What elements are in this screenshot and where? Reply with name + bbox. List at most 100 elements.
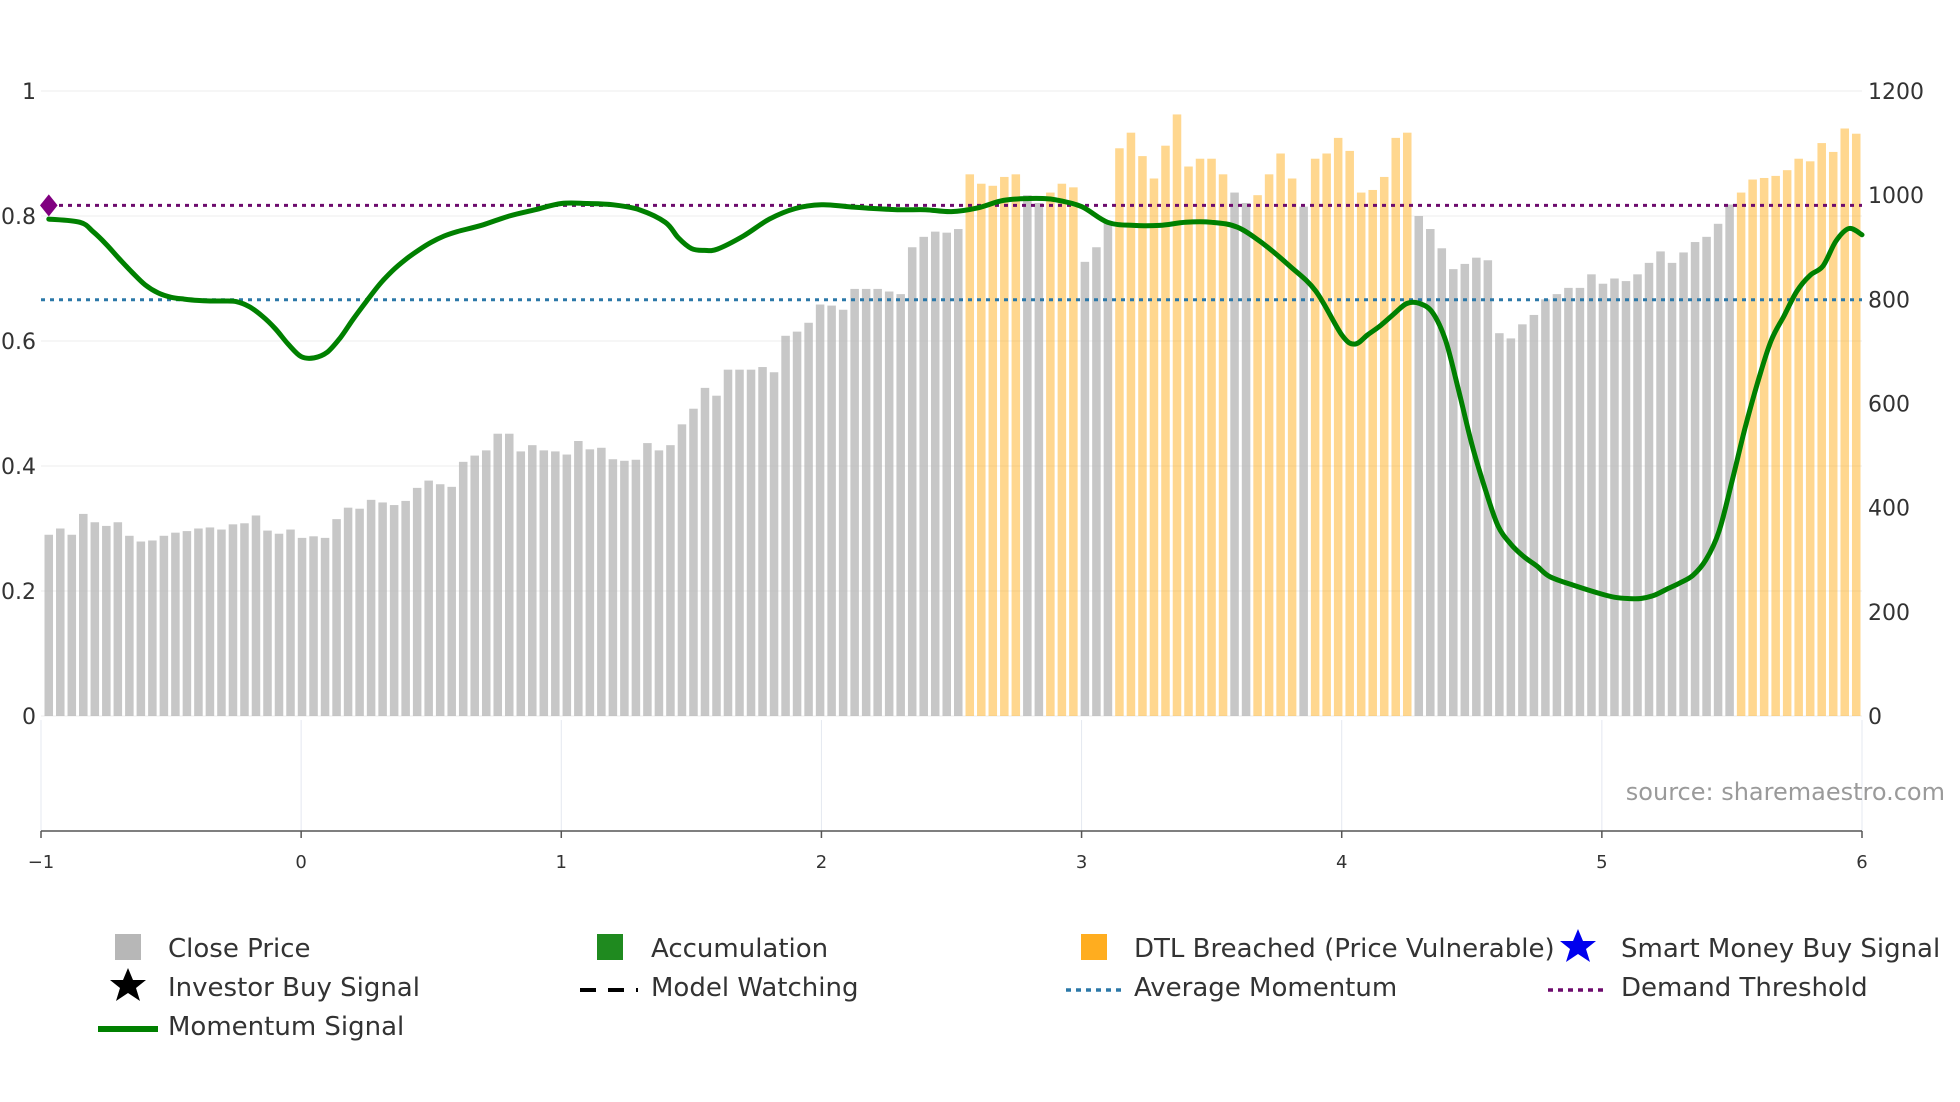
legend-label: Close Price — [168, 934, 311, 964]
close-price-bar — [1713, 223, 1723, 716]
legend-item-average-momentum: Average Momentum — [1066, 973, 1397, 1003]
x-axis-tick-label: 1 — [556, 852, 567, 873]
close-price-bar — [1575, 287, 1585, 716]
legend-item-dtl-breached: DTL Breached (Price Vulnerable) — [1081, 934, 1555, 964]
dtl-breached-bar — [1253, 195, 1262, 717]
dtl-breached-bar — [1000, 176, 1009, 716]
close-price-bar — [1449, 269, 1458, 717]
close-price-bar — [516, 451, 526, 716]
close-price-bar — [1541, 299, 1550, 716]
legend-label: Smart Money Buy Signal — [1621, 934, 1940, 964]
legend-label: Investor Buy Signal — [168, 973, 420, 1003]
close-price-bar — [884, 291, 894, 716]
momentum-signal-line — [46, 195, 1865, 602]
legend-label: Model Watching — [651, 973, 858, 1003]
dtl-breached-bar — [965, 174, 975, 716]
dtl-breached-bar — [1264, 174, 1274, 716]
demand-threshold-diamond-marker — [40, 194, 58, 217]
x-axis: −1 0 1 2 3 4 5 6 — [28, 830, 1868, 873]
left-axis-tick-label: 0.8 — [1, 205, 36, 230]
close-price-bar — [608, 459, 618, 716]
close-price-bar — [1472, 257, 1481, 716]
close-price-bar — [954, 229, 963, 716]
close-price-bar — [228, 524, 238, 716]
close-price-bar — [1241, 202, 1251, 717]
close-price-bar — [148, 540, 157, 716]
close-price-bar — [769, 372, 779, 716]
close-price-bar — [1483, 260, 1493, 716]
right-axis-tick-label: 1200 — [1868, 80, 1924, 105]
dtl-breached-bar — [1794, 158, 1803, 716]
blue-star-icon — [1560, 929, 1596, 962]
legend-label: Accumulation — [651, 934, 828, 964]
close-price-bar — [792, 331, 802, 717]
close-price-bar — [907, 247, 917, 716]
close-price-bar — [873, 288, 882, 716]
close-price-bar — [1529, 314, 1539, 716]
dtl-breached-bar — [1149, 178, 1159, 716]
dtl-breached-bar — [1126, 132, 1136, 717]
dtl-breached-bar — [1218, 174, 1228, 716]
close-price-bar — [1610, 278, 1619, 716]
close-price-bars — [44, 114, 1861, 717]
close-price-bar — [1426, 229, 1435, 716]
close-price-bar — [1230, 192, 1239, 716]
x-axis-tick-label: 3 — [1076, 852, 1087, 873]
dtl-breached-bar — [1069, 187, 1078, 717]
close-price-bar — [263, 530, 272, 716]
close-price-bar — [1092, 247, 1101, 716]
close-price-bar — [1506, 338, 1516, 716]
dtl-breached-bar — [977, 183, 986, 716]
close-price-bar — [136, 541, 146, 716]
close-price-bar — [631, 459, 641, 716]
dtl-breached-bar — [1310, 158, 1320, 716]
dtl-breached-bar — [1759, 177, 1769, 717]
x-axis-tick-label: 2 — [816, 852, 827, 873]
dtl-breached-bar — [1287, 178, 1297, 716]
close-price-bar — [700, 387, 710, 717]
close-price-bar — [1644, 262, 1654, 717]
orange-square-icon — [1081, 934, 1107, 960]
close-price-bar — [171, 532, 180, 716]
close-price-bar — [942, 232, 951, 717]
x-gridlines — [40, 720, 1863, 831]
close-price-bar — [815, 304, 825, 716]
close-price-bar — [1587, 274, 1596, 716]
close-price-bar — [320, 537, 330, 717]
dtl-breached-bar — [1138, 156, 1147, 717]
close-price-bar — [343, 507, 353, 716]
close-price-bar — [1702, 236, 1711, 716]
dtl-breached-bar — [1851, 133, 1861, 716]
close-price-bar — [401, 500, 410, 716]
legend-label: DTL Breached (Price Vulnerable) — [1134, 934, 1555, 964]
close-price-bar — [125, 535, 134, 716]
close-price-bar — [412, 487, 422, 717]
right-axis-tick-label: 600 — [1868, 393, 1910, 418]
right-axis-ticks: 0 200 400 600 800 1000 1200 — [1868, 80, 1924, 730]
close-price-bar — [240, 523, 249, 716]
close-price-bar — [666, 445, 675, 716]
close-price-bar — [194, 528, 203, 716]
close-price-bar — [1460, 263, 1470, 716]
right-axis-tick-label: 400 — [1868, 497, 1910, 522]
dtl-breached-bar — [1782, 170, 1792, 717]
x-axis-tick-label: 0 — [295, 852, 306, 873]
left-axis-tick-label: 0 — [22, 705, 36, 730]
close-price-bar — [493, 433, 503, 716]
left-axis-tick-label: 0.6 — [1, 330, 36, 355]
close-price-bar — [643, 443, 652, 716]
legend: Close Price Accumulation DTL Breached (P… — [98, 929, 1940, 1042]
legend-item-accumulation: Accumulation — [597, 934, 828, 964]
reference-lines — [41, 203, 1862, 302]
dtl-breached-bar — [1771, 175, 1780, 716]
legend-item-demand-threshold: Demand Threshold — [1548, 973, 1868, 1003]
dtl-breached-bar — [1011, 174, 1021, 716]
dtl-breached-bar — [1057, 183, 1067, 716]
legend-item-investor-buy: Investor Buy Signal — [110, 968, 420, 1003]
close-price-bar — [389, 505, 399, 716]
close-price-bar — [677, 424, 687, 716]
close-price-bar — [574, 441, 583, 716]
close-price-bar — [205, 527, 215, 716]
legend-item-momentum-signal: Momentum Signal — [98, 1012, 404, 1042]
close-price-bar — [1034, 202, 1044, 717]
